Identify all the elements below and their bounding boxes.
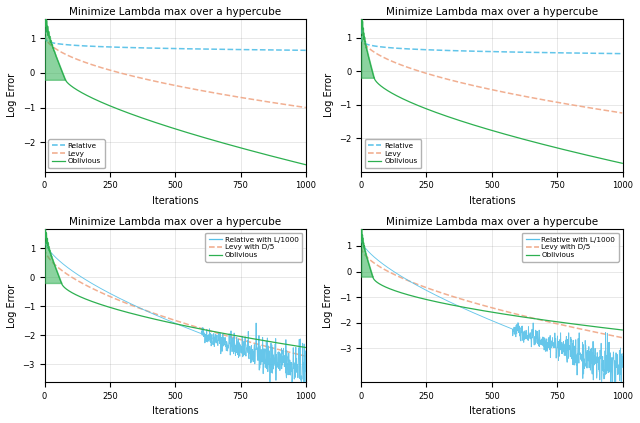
Title: Minimize Lambda max over a hypercube: Minimize Lambda max over a hypercube <box>69 7 282 17</box>
Legend: Relative, Levy, Oblivious: Relative, Levy, Oblivious <box>48 139 104 168</box>
Legend: Relative with L/1000, Levy with D/5, Oblivious: Relative with L/1000, Levy with D/5, Obl… <box>205 233 303 262</box>
X-axis label: Iterations: Iterations <box>468 196 515 206</box>
Title: Minimize Lambda max over a hypercube: Minimize Lambda max over a hypercube <box>386 217 598 227</box>
X-axis label: Iterations: Iterations <box>152 406 198 416</box>
Legend: Relative with L/1000, Levy with D/5, Oblivious: Relative with L/1000, Levy with D/5, Obl… <box>522 233 619 262</box>
Y-axis label: Log Error: Log Error <box>323 283 333 327</box>
X-axis label: Iterations: Iterations <box>152 196 198 206</box>
Y-axis label: Log Error: Log Error <box>324 73 333 118</box>
Title: Minimize Lambda max over a hypercube: Minimize Lambda max over a hypercube <box>386 7 598 17</box>
Title: Minimize Lambda max over a hypercube: Minimize Lambda max over a hypercube <box>69 217 282 227</box>
X-axis label: Iterations: Iterations <box>468 406 515 416</box>
Legend: Relative, Levy, Oblivious: Relative, Levy, Oblivious <box>365 139 421 168</box>
Y-axis label: Log Error: Log Error <box>7 283 17 327</box>
Y-axis label: Log Error: Log Error <box>7 73 17 118</box>
